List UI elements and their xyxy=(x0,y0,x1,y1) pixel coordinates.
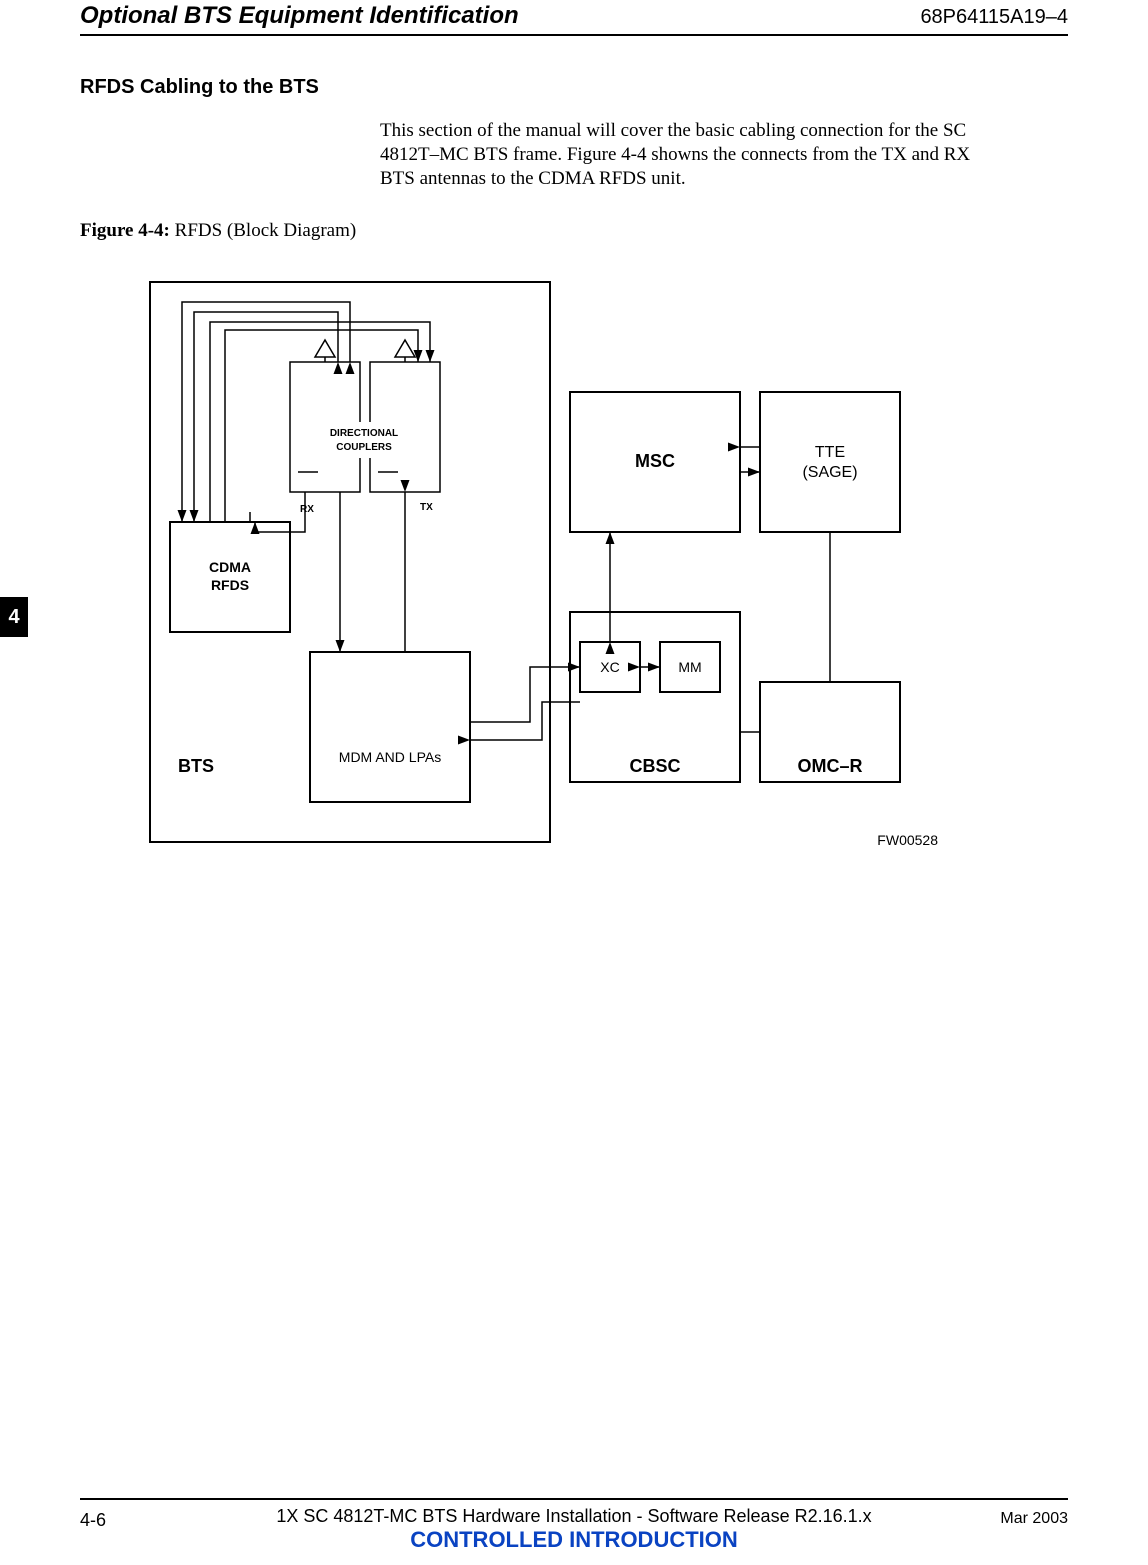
dir-coup-line1: DIRECTIONAL xyxy=(330,428,398,439)
footer-center-line1: 1X SC 4812T-MC BTS Hardware Installation… xyxy=(80,1506,1068,1527)
mm-label: MM xyxy=(678,659,701,675)
doc-id: 68P64115A19–4 xyxy=(920,6,1068,29)
section-subtitle: RFDS Cabling to the BTS xyxy=(80,76,1068,99)
mdm-label: MDM AND LPAs xyxy=(339,749,441,765)
cbsc-label: CBSC xyxy=(629,756,680,776)
xc-label: XC xyxy=(600,659,619,675)
block-diagram: BTS DIRECTIONAL COUPLERS CDMA RFDS MDM xyxy=(80,262,1068,862)
figure-caption-text: RFDS (Block Diagram) xyxy=(170,220,356,241)
figure-caption: Figure 4-4: RFDS (Block Diagram) xyxy=(80,220,1068,242)
rx-label: RX xyxy=(300,504,314,515)
footer-controlled: CONTROLLED INTRODUCTION xyxy=(80,1527,1068,1553)
page-header-title: Optional BTS Equipment Identification xyxy=(80,2,519,30)
tx-label: TX xyxy=(420,502,433,513)
figure-caption-label: Figure 4-4: xyxy=(80,220,170,241)
omcr-label: OMC–R xyxy=(797,756,862,776)
msc-label: MSC xyxy=(635,451,675,471)
chapter-side-tab: 4 xyxy=(0,597,28,637)
section-paragraph: This section of the manual will cover th… xyxy=(380,119,990,190)
cdma-rfds-l1: CDMA xyxy=(209,559,251,575)
dir-coup-line2: COUPLERS xyxy=(336,442,392,453)
cdma-rfds-l2: RFDS xyxy=(211,577,249,593)
tte-l2: (SAGE) xyxy=(802,464,857,481)
tte-l1: TTE xyxy=(815,444,845,461)
footer-date: Mar 2003 xyxy=(1000,1510,1068,1528)
figure-id: FW00528 xyxy=(877,832,938,848)
bts-label: BTS xyxy=(178,756,214,776)
